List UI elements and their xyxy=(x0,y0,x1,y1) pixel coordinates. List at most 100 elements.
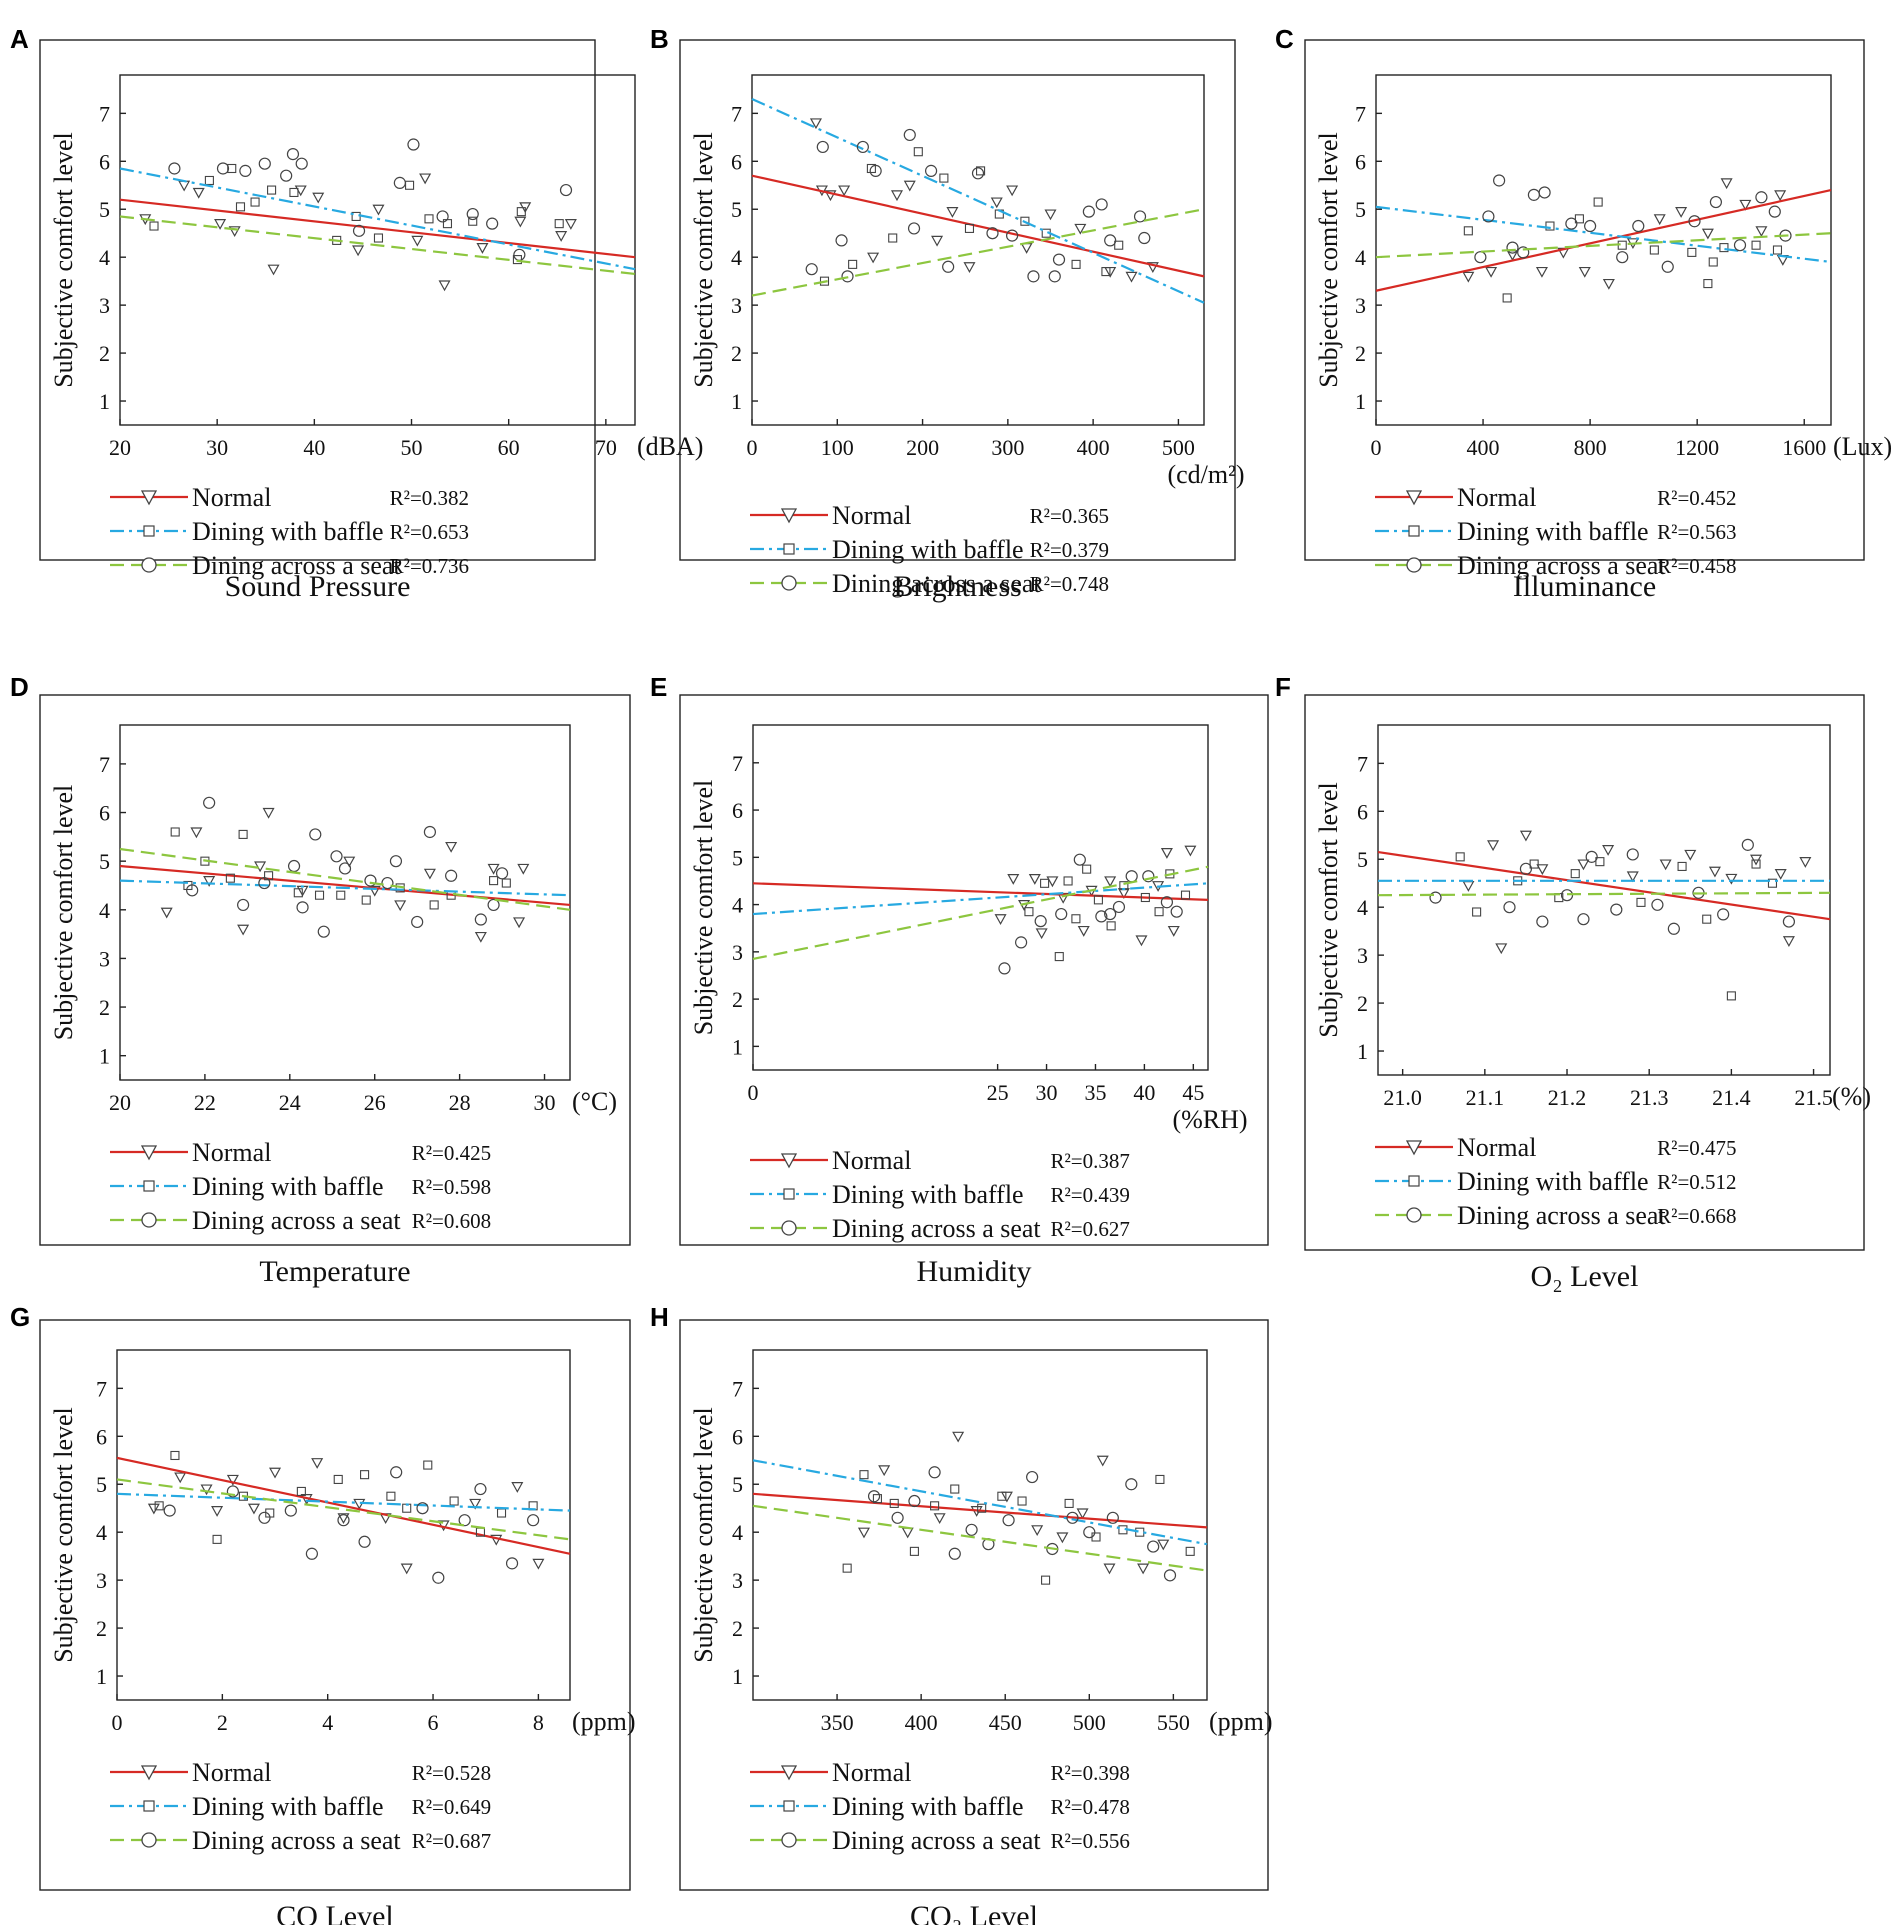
square-point xyxy=(819,276,830,286)
y-tick-label: 4 xyxy=(731,245,742,270)
square-point xyxy=(1155,1474,1165,1485)
y-tick-label: 1 xyxy=(732,1034,743,1059)
circle-point xyxy=(1667,922,1680,935)
y-tick-label: 7 xyxy=(731,101,742,126)
triangle-point xyxy=(490,1534,503,1546)
legend-label: Normal xyxy=(832,1146,911,1175)
y-tick-label: 7 xyxy=(99,752,110,777)
triangle-point xyxy=(352,245,365,257)
r-squared-label: R²=0.528 xyxy=(412,1761,491,1785)
circle-point xyxy=(1577,913,1590,926)
x-tick-label: 21.0 xyxy=(1383,1085,1422,1110)
circle-point xyxy=(352,224,366,237)
plot-area xyxy=(1377,724,1831,1076)
circle-point xyxy=(1002,1514,1015,1527)
triangle-point xyxy=(214,219,227,230)
legend-label: Dining across a seat xyxy=(192,1206,401,1235)
circle-point xyxy=(226,1485,239,1498)
circle-point xyxy=(1055,907,1068,921)
y-tick-label: 4 xyxy=(732,1520,743,1545)
circle-point xyxy=(867,1490,881,1503)
square-point xyxy=(1071,914,1081,924)
triangle-point xyxy=(878,1465,891,1477)
square-point xyxy=(154,1501,164,1511)
square-point xyxy=(1649,245,1659,255)
regression-line xyxy=(1377,850,1831,921)
y-tick-label: 7 xyxy=(732,751,743,776)
square-point xyxy=(225,873,235,883)
regression-line xyxy=(752,865,1209,961)
triangle-point xyxy=(1725,873,1738,885)
circle-point xyxy=(1610,903,1623,916)
square-point xyxy=(1063,876,1073,886)
square-point xyxy=(1687,247,1697,257)
square-point xyxy=(1101,267,1111,277)
legend-entry-normal: Normal R²=0.387 xyxy=(750,1146,1130,1175)
y-tick-label: 5 xyxy=(732,845,743,870)
panel-d: D 1 2 3 4 5 6 7 20 22 24 26 28 30 (°C) Subjective comfo… xyxy=(10,672,631,1288)
square-point xyxy=(1463,226,1473,236)
circle-point xyxy=(239,164,252,177)
legend-label: Dining with baffle xyxy=(832,1792,1024,1821)
panel-frame xyxy=(679,694,1269,1246)
y-tick-label: 4 xyxy=(99,898,110,923)
triangle-point xyxy=(1125,271,1138,283)
square-marker-icon xyxy=(143,1180,155,1192)
x-tick-label: 550 xyxy=(1157,1710,1190,1735)
circle-point xyxy=(364,874,377,887)
y-tick-label: 1 xyxy=(96,1664,107,1689)
triangle-point xyxy=(1044,209,1057,221)
circle-point xyxy=(998,962,1011,975)
square-point xyxy=(405,180,415,190)
y-tick-label: 2 xyxy=(732,1616,743,1641)
x-tick-label: 30 xyxy=(534,1090,556,1115)
triangle-point xyxy=(1495,943,1508,955)
triangle-point xyxy=(226,1474,239,1486)
triangle-point xyxy=(411,235,424,247)
y-tick-label: 6 xyxy=(732,1424,743,1449)
x-unit-label: (%RH) xyxy=(1172,1105,1247,1134)
square-point xyxy=(496,1508,507,1518)
y-axis-label: Subjective comfort level xyxy=(689,1407,718,1663)
series-baffle xyxy=(119,827,571,910)
square-point xyxy=(1702,914,1712,924)
square-point xyxy=(1064,1498,1074,1508)
triangle-point xyxy=(952,1431,965,1443)
circle-point xyxy=(487,898,500,912)
triangle-point xyxy=(1739,199,1752,211)
series-across xyxy=(752,853,1209,975)
square-point xyxy=(442,219,453,229)
panel-title: CO₂ Level xyxy=(910,1900,1038,1925)
circle-point xyxy=(309,828,322,841)
panel-letter: G xyxy=(10,1302,30,1332)
square-marker-icon xyxy=(783,543,795,555)
circle-point xyxy=(1506,241,1519,254)
x-tick-label: 200 xyxy=(906,435,939,460)
triangle-point xyxy=(824,190,837,202)
y-axis-label: Subjective comfort level xyxy=(49,785,78,1041)
legend-entry-across: Dining across a seat R²=0.627 xyxy=(750,1214,1130,1243)
legend-entry-normal: Normal R²=0.425 xyxy=(110,1138,491,1167)
y-tick-label: 4 xyxy=(99,245,110,270)
circle-point xyxy=(1626,848,1639,861)
panel-title: Temperature xyxy=(259,1255,410,1288)
r-squared-label: R²=0.452 xyxy=(1657,486,1736,510)
y-tick-label: 6 xyxy=(99,149,110,174)
square-point xyxy=(1020,216,1030,226)
square-point xyxy=(1708,257,1718,267)
square-point xyxy=(950,1484,960,1494)
x-unit-label: (Lux) xyxy=(1833,432,1892,461)
x-unit-label: (%) xyxy=(1832,1082,1871,1111)
x-tick-label: 1200 xyxy=(1675,435,1719,460)
legend-label: Normal xyxy=(192,483,271,512)
series-baffle xyxy=(1378,852,1830,1001)
triangle-point xyxy=(1675,207,1688,218)
circle-point xyxy=(1147,1540,1160,1553)
square-point xyxy=(1455,852,1465,862)
series-normal xyxy=(752,845,1209,947)
legend-entry-baffle: Dining with baffle R²=0.598 xyxy=(110,1172,491,1201)
legend-entry-normal: Normal R²=0.452 xyxy=(1375,483,1737,512)
x-tick-label: 22 xyxy=(194,1090,216,1115)
legend-entry-normal: Normal R²=0.365 xyxy=(750,501,1109,530)
square-point xyxy=(1082,864,1092,874)
